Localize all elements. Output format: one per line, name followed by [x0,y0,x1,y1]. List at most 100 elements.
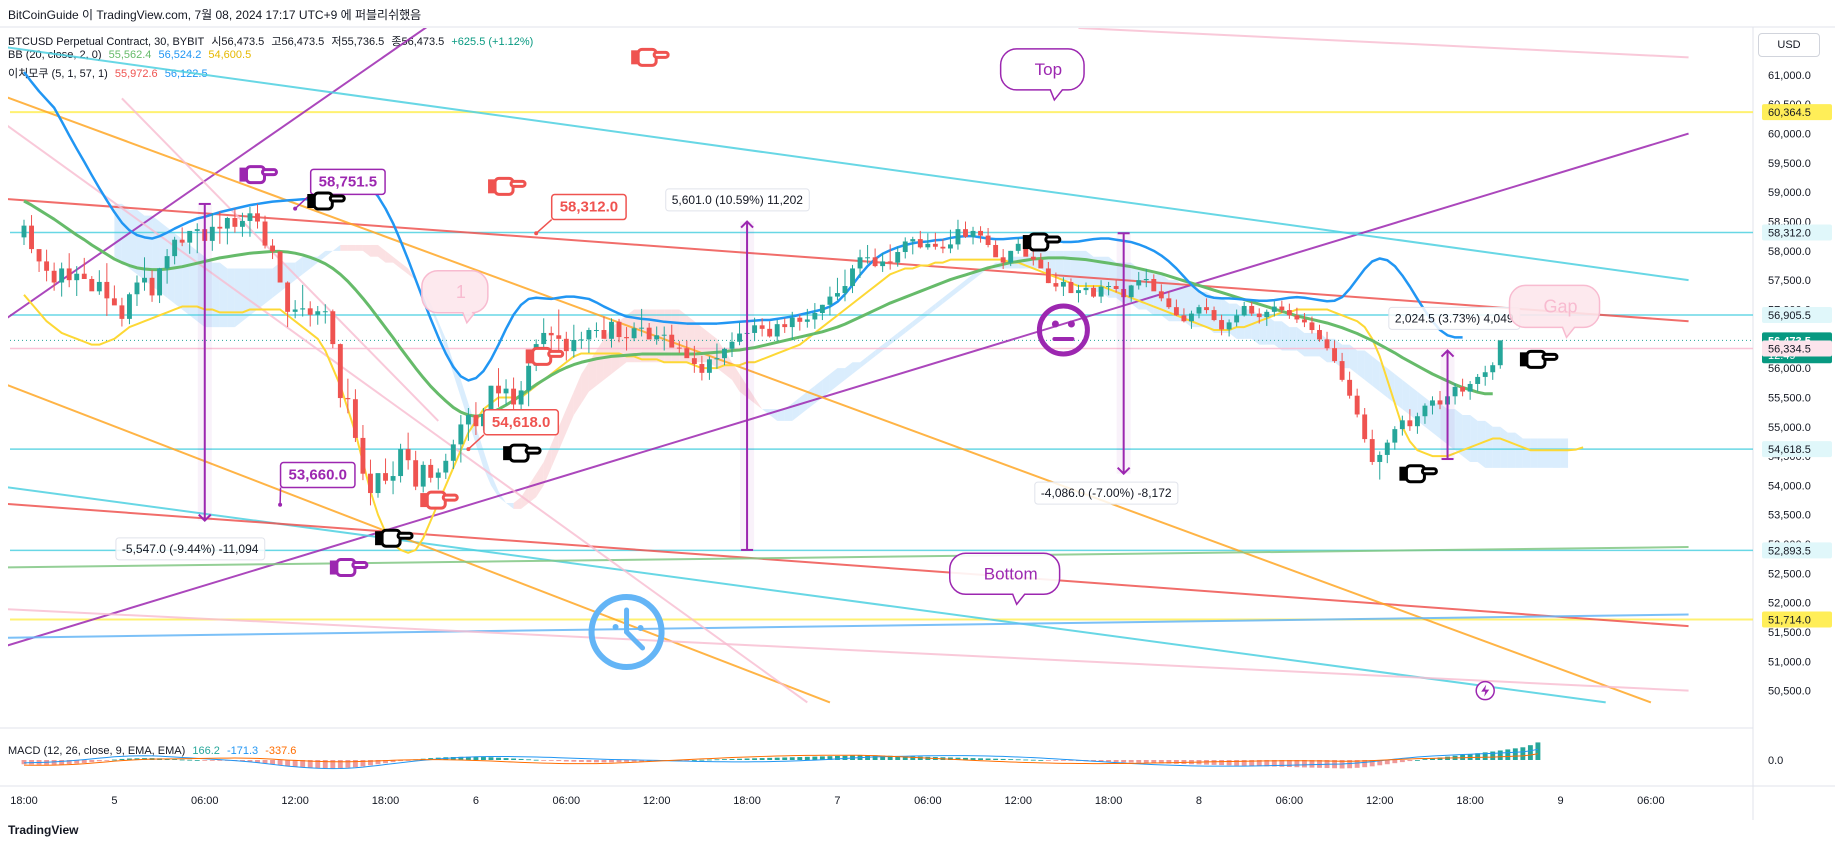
bb-legend[interactable]: BB (20, close, 2, 0) 55,562.4 56,524.2 5… [8,49,255,61]
ichimoku-legend[interactable]: 이치모쿠 (5, 1, 57, 1) 55,972.6 56,122.5 [8,65,212,81]
macd-hist-bar [993,758,999,760]
macd-hist-bar [1407,760,1413,762]
price-mark-box [1762,340,1832,357]
ichimoku-cloud-segment [686,315,695,363]
macd-hist-bar [1475,753,1481,760]
macd-hist-bar [1437,757,1443,760]
hand-finger [260,168,278,177]
annotation-price-callout: 54,618.0 [466,409,560,452]
ichimoku-cloud-segment [393,256,401,269]
candle-body [827,296,833,305]
candle-body [985,235,991,245]
macd-hist-bar [616,760,622,763]
measure-arrow [740,220,754,229]
candle-body [1098,286,1104,297]
ichimoku-cloud-segment [935,297,943,310]
candle-body [81,273,87,279]
time-tick-label: 12:00 [643,795,671,807]
macd-hist-bar [375,760,381,765]
macd-hist-bar [714,759,720,761]
candle-body [1294,315,1300,320]
macd-hist-bar [1083,760,1089,762]
hand-palm [531,346,553,366]
trend-line [8,608,1689,692]
macd-hist-bar [774,757,780,760]
measure-label-text: -4,086.0 (-7.00%) -8,172 [1041,486,1172,500]
candle-body [285,282,291,312]
candle-body [563,338,569,352]
time-tick-label: 06:00 [553,795,581,807]
hand-palm [493,176,515,196]
candle-body [360,437,366,474]
candle-body [1249,305,1255,314]
ichimoku-cloud-segment [332,244,341,251]
annotation-bubble: Gap [1508,284,1601,339]
macd-hist-bar [812,756,818,760]
candle-body [1286,310,1292,316]
bubble-shape [949,552,1061,606]
candle-body [955,229,961,245]
candle-body [661,334,667,336]
ichimoku-cloud-segment [1432,403,1441,439]
candle-body [1384,442,1390,455]
macd-hist-bar [81,760,87,763]
macd-hist-bar [676,760,682,761]
hand-palm [1525,349,1547,369]
currency-selector[interactable]: USD [1758,33,1820,57]
ichimoku-cloud-segment [566,391,574,433]
callout-box [279,461,356,489]
macd-hist-bar [292,760,298,767]
macd-hist-bar [1527,745,1533,760]
macd-hist-bar [571,760,577,762]
macd-hist-bar [1189,760,1194,765]
ichimoku-cloud-segment [619,315,627,369]
candle-body [819,304,825,314]
macd-value-signal: -337.6 [265,745,297,757]
ichimoku-cloud-segment [227,268,235,328]
hand-palm [335,558,357,578]
hand-finger [547,349,565,358]
candle-body [782,324,788,328]
time-tick-label: 6 [473,795,479,807]
macd-hist-bar [405,760,411,761]
macd-hist-bar [609,760,614,763]
ichimoku-cloud-segment [641,309,650,363]
ichimoku-cloud-segment [521,485,529,509]
time-tick-label: 06:00 [1637,795,1665,807]
candle-body [383,473,388,481]
ichimoku-cloud-segment [1296,327,1305,357]
macd-legend[interactable]: MACD (12, 26, close, 9, EMA, EMA) 166.2 … [8,745,300,757]
hand-pointing-icon [1022,232,1062,252]
measure-label-text: 2,024.5 (3.73%) 4,049 [1395,311,1514,325]
ichimoku-cloud-segment [965,274,974,287]
price-mark-label: 51,714.0 [1768,614,1811,626]
candle-body [1030,256,1036,260]
candle-body [1038,259,1044,269]
ichimoku-cloud-segment [287,262,296,287]
time-tick-label: 12:00 [1366,795,1394,807]
candle-body [322,311,328,313]
candle-body [1181,315,1187,322]
macd-hist-bar [307,760,313,768]
macd-hist-bar [285,760,291,767]
macd-hist-bar [1505,749,1511,760]
trend-line [8,503,1689,628]
bubble-text: Top [1035,60,1062,79]
candle-body [1113,286,1119,289]
macd-hist-bar [646,760,652,762]
candle-body [488,385,494,414]
candle-body [556,335,562,339]
trend-line [8,198,1689,323]
candle-body [797,317,803,322]
ichimoku-cloud-segment [807,385,815,410]
time-tick-label: 12:00 [1004,795,1032,807]
macd-hist-bar [179,759,185,761]
ichimoku-cloud-segment [701,327,710,363]
ichimoku-cloud-segment [747,385,755,404]
macd-hist-bar [435,757,441,760]
macd-hist-bar [383,760,388,764]
callout-box [550,193,627,221]
symbol-legend[interactable]: BTCUSD Perpetual Contract, 30, BYBIT 시56… [8,33,537,49]
